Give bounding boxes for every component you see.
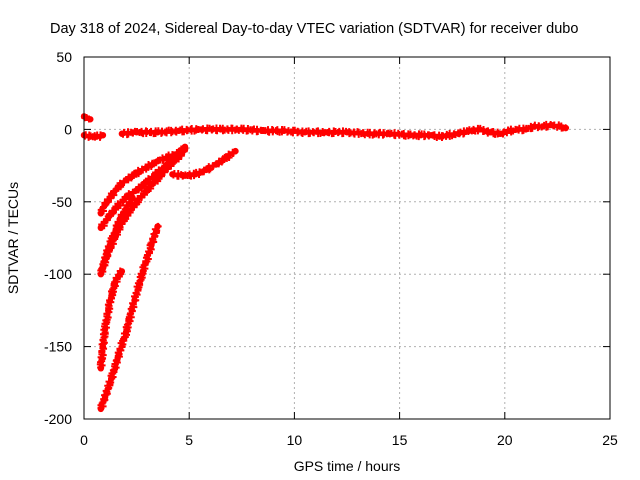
data-marks — [80, 113, 570, 413]
x-tick-label: 20 — [497, 432, 513, 448]
y-tick-label: -100 — [44, 266, 72, 282]
x-tick-label: 0 — [80, 432, 88, 448]
y-tick-label: 0 — [64, 121, 72, 137]
data-marker — [126, 311, 134, 319]
grid — [84, 57, 610, 419]
x-tick-label: 15 — [392, 432, 408, 448]
y-tick-label: -200 — [44, 411, 72, 427]
series-main — [118, 120, 570, 142]
y-axis-label: SDTVAR / TECUs — [5, 182, 21, 294]
x-tick-label: 25 — [602, 432, 618, 448]
data-point — [129, 194, 136, 201]
y-tick-label: 50 — [56, 49, 72, 65]
series-arc-5 — [96, 267, 126, 372]
series-arc-4 — [99, 194, 136, 272]
axis-ticks: 0 5 10 15 20 25 -200 -150 -100 -50 0 50 — [44, 49, 618, 448]
series-arc-7 — [169, 147, 239, 180]
chart-title: Day 318 of 2024, Sidereal Day-to-day VTE… — [50, 21, 578, 37]
data-point — [181, 143, 189, 150]
data-point — [232, 147, 239, 155]
data-point — [562, 124, 570, 132]
data-marker — [171, 157, 179, 165]
x-axis-label: GPS time / hours — [294, 458, 401, 474]
data-point — [87, 116, 94, 123]
x-tick-label: 5 — [185, 432, 193, 448]
data-point — [99, 131, 107, 139]
data-point — [118, 268, 126, 275]
y-tick-label: -150 — [44, 339, 72, 355]
data-point — [154, 223, 161, 230]
series-start — [80, 113, 94, 123]
data-marker — [123, 321, 131, 329]
x-tick-label: 10 — [287, 432, 303, 448]
plot-frame — [83, 56, 611, 420]
y-tick-label: -50 — [52, 194, 72, 210]
series-start2 — [80, 131, 107, 141]
series-arc-6 — [97, 222, 162, 413]
